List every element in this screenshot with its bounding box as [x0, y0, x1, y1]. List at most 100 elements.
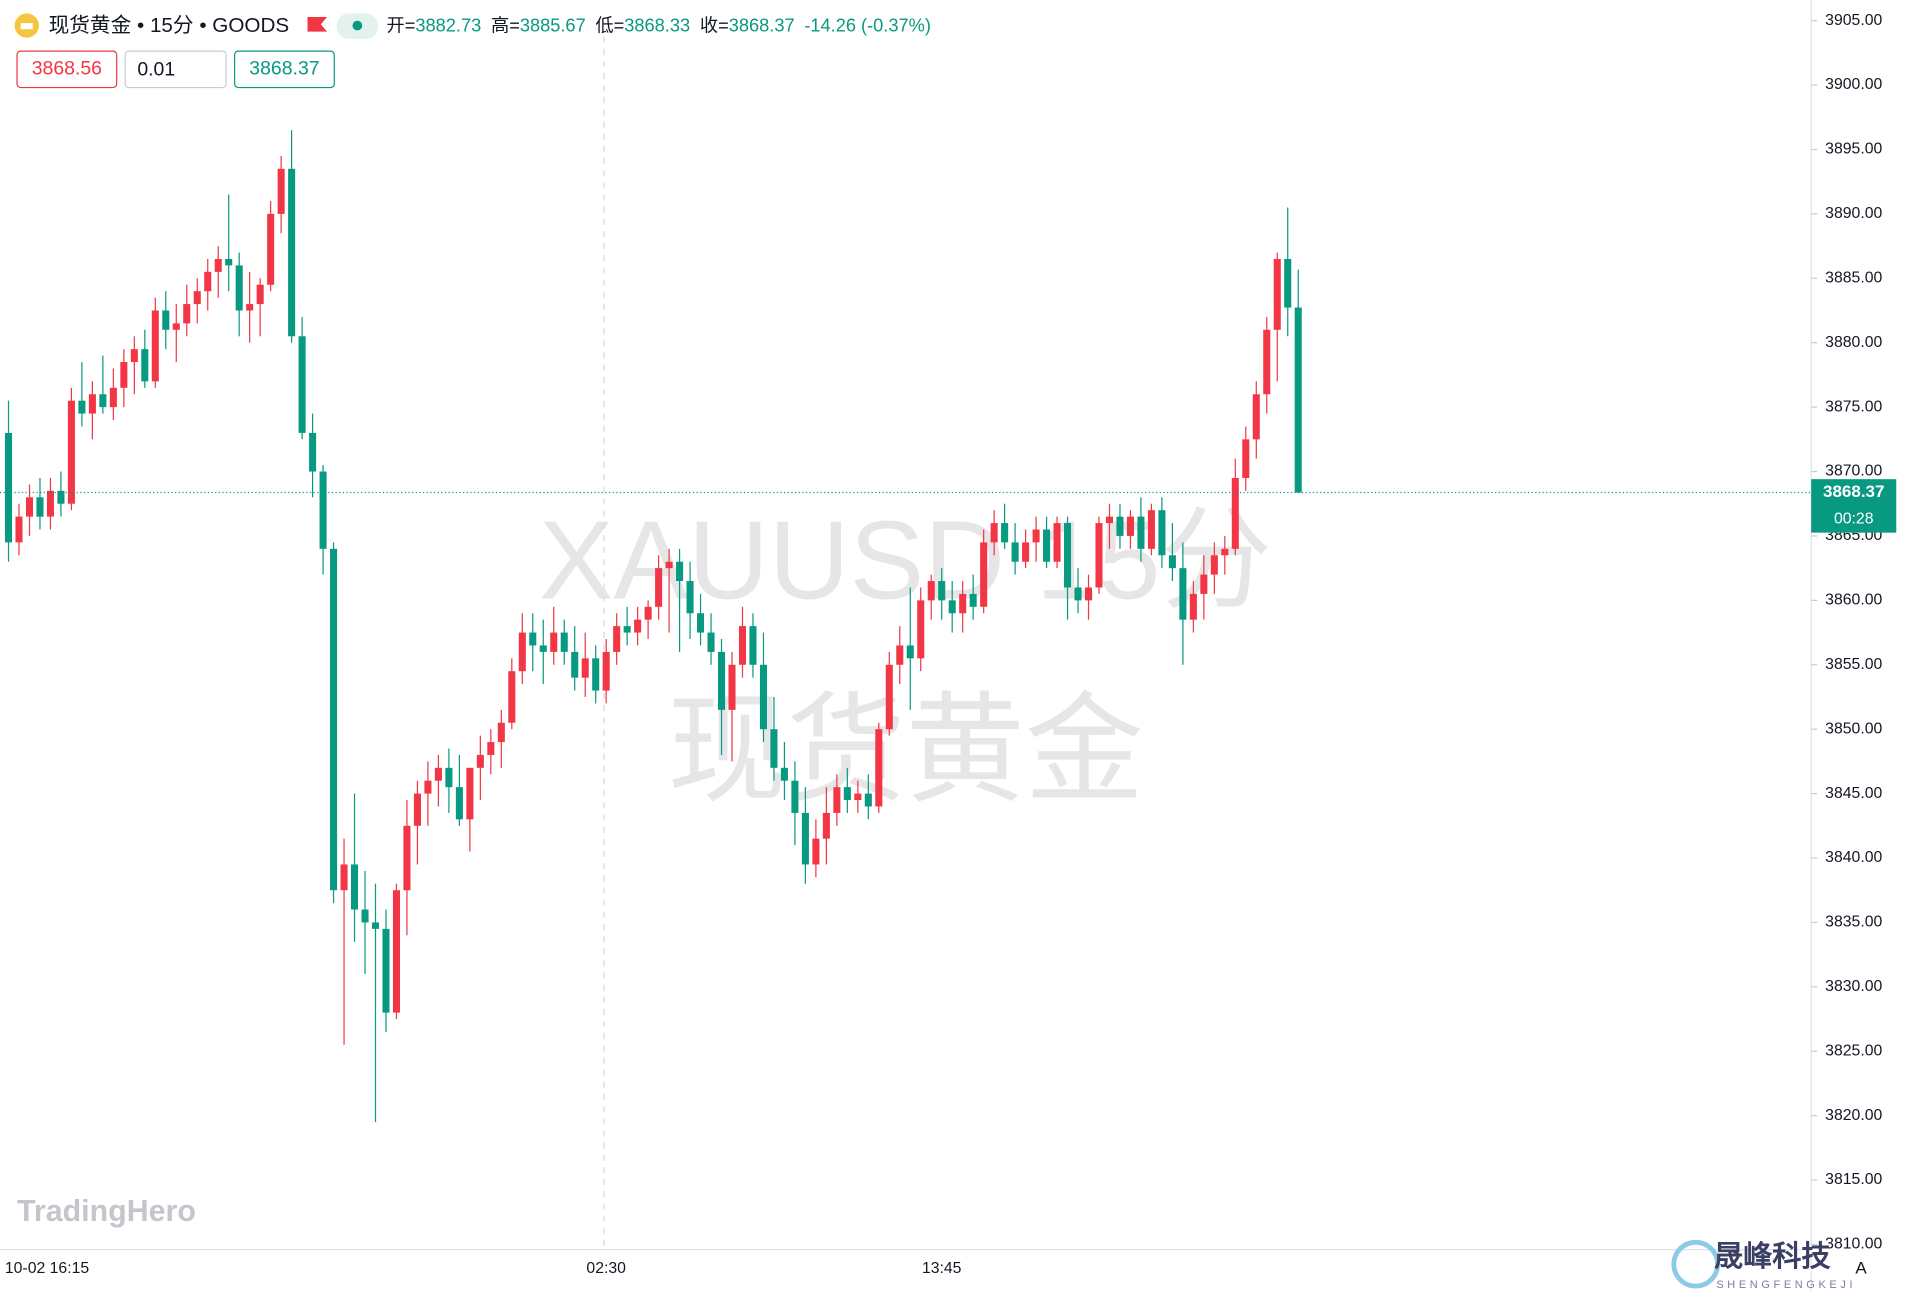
- price-tag-value: 3868.37: [1823, 482, 1884, 501]
- flag-icon: [307, 17, 327, 32]
- candle-body: [1147, 510, 1155, 549]
- watermark-name: 现货黄金: [667, 684, 1143, 817]
- candle-body: [728, 664, 736, 710]
- candle-body: [780, 767, 788, 781]
- candle-body: [1168, 555, 1176, 569]
- scale-mode[interactable]: A: [1855, 1259, 1867, 1278]
- buy-box[interactable]: [233, 50, 335, 89]
- candle-body: [697, 613, 705, 633]
- y-tick-label: 3890.00: [1825, 205, 1882, 222]
- candle-body: [801, 812, 809, 865]
- candle-body: [1074, 587, 1082, 601]
- candle-body: [1095, 523, 1103, 588]
- candle-body: [749, 626, 757, 665]
- candle-body: [109, 387, 117, 408]
- candle-body: [141, 349, 149, 382]
- candle-body: [1158, 510, 1166, 556]
- candle-body: [497, 722, 505, 743]
- sell-box[interactable]: [16, 50, 118, 89]
- candle-body: [57, 490, 65, 504]
- candle-body: [256, 284, 264, 305]
- candle-body: [434, 767, 442, 781]
- quantity-box[interactable]: [124, 50, 227, 89]
- candle-body: [980, 542, 988, 607]
- candle-body: [896, 645, 904, 665]
- candle-body: [130, 349, 138, 363]
- price-tag-countdown: 00:28: [1834, 510, 1874, 527]
- candle-body: [644, 606, 652, 620]
- candle-body: [875, 729, 883, 807]
- candle-body: [864, 793, 872, 807]
- candle-body: [1137, 516, 1145, 549]
- y-tick-label: 3810.00: [1825, 1236, 1882, 1253]
- candle-body: [1116, 516, 1124, 536]
- candle-body: [1032, 529, 1040, 543]
- candle-body: [1001, 523, 1009, 543]
- candle-body: [948, 600, 956, 614]
- ohlc-label: 低=: [595, 15, 624, 36]
- candle-body: [267, 213, 275, 285]
- candle-body: [361, 909, 369, 923]
- candle-body: [309, 432, 317, 472]
- candle-body: [172, 323, 180, 330]
- candle-body: [4, 432, 13, 543]
- candle-body: [738, 626, 747, 665]
- y-tick-label: 3840.00: [1825, 849, 1882, 866]
- candle-body: [162, 310, 170, 330]
- candle-body: [1105, 516, 1114, 524]
- candle-body: [466, 767, 474, 820]
- candle-body: [193, 291, 201, 305]
- candle-body: [686, 581, 694, 614]
- candle-body: [969, 593, 977, 607]
- candle-body: [1126, 516, 1134, 536]
- candle-body: [938, 581, 946, 601]
- ohlc-value: 3885.67: [520, 15, 586, 36]
- candle-body: [330, 548, 338, 891]
- candle-body: [445, 767, 453, 788]
- logo-icon: [1671, 1239, 1721, 1289]
- candle-body: [225, 258, 233, 266]
- sell-price[interactable]: 3868.56: [32, 57, 102, 79]
- ohlc-value: -14.26 (-0.37%): [804, 15, 931, 36]
- candle-body: [917, 600, 925, 659]
- x-tick-label: 13:45: [922, 1260, 962, 1277]
- logo-text: 晟峰科技: [1714, 1240, 1831, 1273]
- y-tick-label: 3900.00: [1825, 76, 1882, 93]
- candle-body: [78, 400, 86, 414]
- candle-body: [120, 362, 128, 388]
- candle-body: [602, 651, 610, 691]
- status-dot: [352, 20, 363, 31]
- candle-body: [151, 310, 159, 382]
- symbol-icon-bar: [20, 23, 33, 30]
- candle-body: [508, 671, 516, 723]
- candle-body: [382, 928, 390, 1013]
- candle-body: [487, 742, 495, 755]
- candle-body: [592, 658, 600, 691]
- candle-body: [403, 825, 411, 891]
- candle-body: [560, 632, 568, 652]
- candle-body: [88, 394, 96, 414]
- candle-body: [25, 497, 34, 517]
- ohlc-value: 3868.33: [624, 15, 690, 36]
- candle-body: [46, 490, 54, 517]
- candle-body: [319, 471, 327, 549]
- quantity[interactable]: 0.01: [137, 59, 175, 81]
- candle-body: [581, 658, 589, 678]
- y-tick-label: 3830.00: [1825, 978, 1882, 995]
- y-tick-label: 3820.00: [1825, 1107, 1882, 1124]
- x-tick-label: 10-02 16:15: [5, 1260, 90, 1277]
- y-tick-label: 3815.00: [1825, 1171, 1882, 1188]
- brand: TradingHero: [17, 1194, 196, 1228]
- candle-body: [476, 754, 484, 768]
- buy-price[interactable]: 3868.37: [249, 57, 319, 79]
- candle-body: [183, 304, 191, 324]
- candle-body: [676, 561, 684, 582]
- candle-body: [843, 787, 851, 801]
- candle-body: [1284, 258, 1292, 308]
- candle-body: [1011, 542, 1019, 562]
- candle-body: [717, 651, 726, 710]
- candle-body: [1189, 593, 1197, 620]
- y-tick-label: 3870.00: [1825, 463, 1882, 480]
